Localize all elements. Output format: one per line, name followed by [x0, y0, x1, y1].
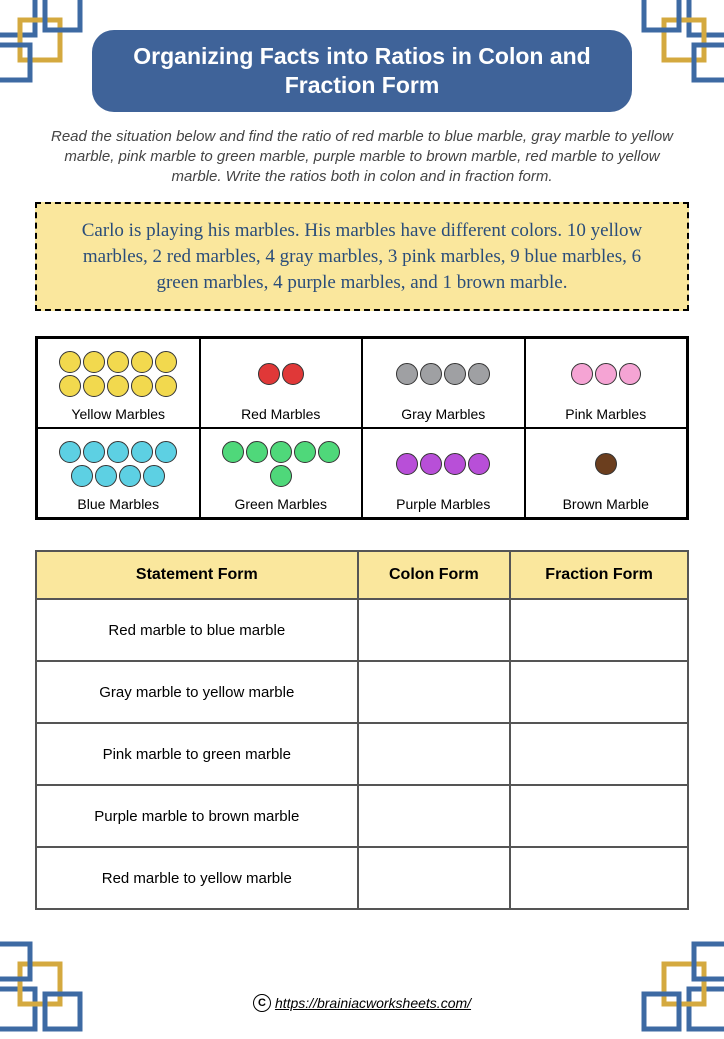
marble-group — [396, 347, 490, 401]
marble-label: Purple Marbles — [396, 496, 490, 512]
marble-grid: Yellow Marbles Red Marbles Gray Marbles Pin… — [35, 336, 689, 520]
marble-group — [53, 437, 183, 491]
marble-icon — [294, 441, 316, 463]
table-row: Purple marble to brown marble — [36, 785, 688, 847]
marble-icon — [444, 453, 466, 475]
worksheet-title: Organizing Facts into Ratios in Colon an… — [92, 30, 632, 112]
marble-icon — [396, 453, 418, 475]
table-header: Statement Form — [36, 551, 358, 599]
marble-cell: Purple Marbles — [362, 428, 525, 518]
marble-icon — [107, 375, 129, 397]
marble-icon — [396, 363, 418, 385]
fraction-form-cell[interactable] — [510, 847, 688, 909]
marble-icon — [131, 375, 153, 397]
marble-icon — [222, 441, 244, 463]
marble-icon — [119, 465, 141, 487]
marble-group — [216, 437, 346, 491]
corner-decoration-bl — [0, 934, 90, 1034]
colon-form-cell[interactable] — [358, 785, 511, 847]
marble-icon — [131, 441, 153, 463]
table-header: Fraction Form — [510, 551, 688, 599]
marble-label: Brown Marble — [563, 496, 649, 512]
marble-icon — [420, 363, 442, 385]
marble-group — [396, 437, 490, 491]
marble-cell: Pink Marbles — [525, 338, 688, 428]
instructions-text: Read the situation below and find the ra… — [35, 127, 689, 188]
marble-icon — [59, 441, 81, 463]
marble-icon — [444, 363, 466, 385]
marble-cell: Yellow Marbles — [37, 338, 200, 428]
marble-icon — [95, 465, 117, 487]
marble-icon — [270, 441, 292, 463]
table-row: Pink marble to green marble — [36, 723, 688, 785]
marble-icon — [155, 375, 177, 397]
marble-group — [571, 347, 641, 401]
marble-icon — [282, 363, 304, 385]
footer-url: https://brainiacworksheets.com/ — [275, 995, 471, 1011]
marble-label: Red Marbles — [241, 406, 320, 422]
marble-icon — [83, 351, 105, 373]
fraction-form-cell[interactable] — [510, 661, 688, 723]
marble-icon — [107, 441, 129, 463]
marble-group — [53, 347, 183, 401]
marble-cell: Red Marbles — [200, 338, 363, 428]
marble-icon — [155, 441, 177, 463]
marble-icon — [595, 363, 617, 385]
marble-icon — [258, 363, 280, 385]
marble-label: Green Marbles — [234, 496, 327, 512]
colon-form-cell[interactable] — [358, 661, 511, 723]
marble-group — [595, 437, 617, 491]
table-row: Red marble to yellow marble — [36, 847, 688, 909]
table-row: Red marble to blue marble — [36, 599, 688, 661]
answer-table: Statement FormColon FormFraction Form Re… — [35, 550, 689, 910]
marble-icon — [270, 465, 292, 487]
table-body: Red marble to blue marbleGray marble to … — [36, 599, 688, 909]
marble-label: Gray Marbles — [401, 406, 485, 422]
marble-label: Pink Marbles — [565, 406, 646, 422]
table-row: Gray marble to yellow marble — [36, 661, 688, 723]
marble-icon — [83, 441, 105, 463]
marble-cell: Green Marbles — [200, 428, 363, 518]
scenario-box: Carlo is playing his marbles. His marble… — [35, 202, 689, 311]
marble-icon — [468, 363, 490, 385]
statement-cell: Red marble to blue marble — [36, 599, 358, 661]
marble-icon — [468, 453, 490, 475]
marble-cell: Gray Marbles — [362, 338, 525, 428]
marble-icon — [619, 363, 641, 385]
statement-cell: Gray marble to yellow marble — [36, 661, 358, 723]
table-header: Colon Form — [358, 551, 511, 599]
colon-form-cell[interactable] — [358, 723, 511, 785]
marble-icon — [420, 453, 442, 475]
marble-icon — [131, 351, 153, 373]
statement-cell: Red marble to yellow marble — [36, 847, 358, 909]
fraction-form-cell[interactable] — [510, 785, 688, 847]
marble-icon — [595, 453, 617, 475]
marble-icon — [71, 465, 93, 487]
corner-decoration-br — [634, 934, 724, 1034]
marble-label: Yellow Marbles — [71, 406, 165, 422]
footer: C https://brainiacworksheets.com/ — [0, 993, 724, 1012]
marble-icon — [155, 351, 177, 373]
statement-cell: Pink marble to green marble — [36, 723, 358, 785]
marble-icon — [83, 375, 105, 397]
marble-icon — [107, 351, 129, 373]
marble-icon — [59, 351, 81, 373]
marble-icon — [59, 375, 81, 397]
marble-label: Blue Marbles — [77, 496, 159, 512]
marble-icon — [318, 441, 340, 463]
fraction-form-cell[interactable] — [510, 599, 688, 661]
marble-cell: Blue Marbles — [37, 428, 200, 518]
table-header-row: Statement FormColon FormFraction Form — [36, 551, 688, 599]
marble-icon — [143, 465, 165, 487]
fraction-form-cell[interactable] — [510, 723, 688, 785]
marble-cell: Brown Marble — [525, 428, 688, 518]
marble-icon — [571, 363, 593, 385]
marble-icon — [246, 441, 268, 463]
statement-cell: Purple marble to brown marble — [36, 785, 358, 847]
copyright-icon: C — [253, 994, 271, 1012]
colon-form-cell[interactable] — [358, 847, 511, 909]
marble-group — [258, 347, 304, 401]
colon-form-cell[interactable] — [358, 599, 511, 661]
